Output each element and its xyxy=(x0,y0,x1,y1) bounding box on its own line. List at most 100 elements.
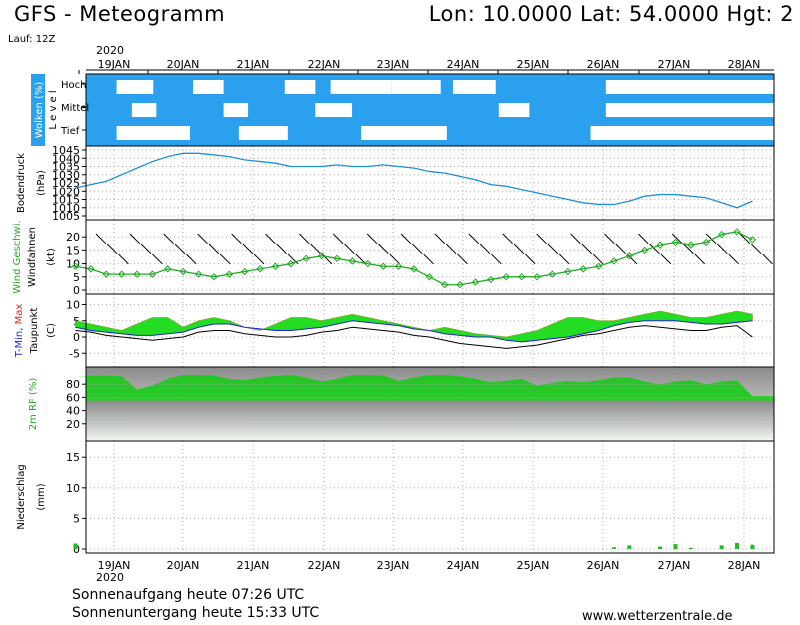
y-tick-label: 0 xyxy=(73,331,80,344)
wind-speed-point xyxy=(333,254,341,263)
y-tick-label: 80 xyxy=(66,378,80,391)
wind-barb xyxy=(163,233,174,245)
wind-speed-point xyxy=(594,262,603,270)
wind-speed-line xyxy=(75,231,753,286)
wind-barb xyxy=(513,243,525,255)
wind-speed-point xyxy=(579,265,587,273)
wind-barb xyxy=(265,233,276,245)
cloud-gap xyxy=(284,80,316,94)
precip-bar xyxy=(658,546,663,549)
wind-speed-point xyxy=(394,262,403,270)
wind-barb xyxy=(592,253,604,265)
wind-barb xyxy=(389,253,400,265)
model-run-label: Lauf: 12Z xyxy=(8,34,56,45)
wind-barb xyxy=(683,243,694,255)
wind-speed-point xyxy=(748,236,757,244)
cloud-label-bg xyxy=(31,74,45,146)
y-tick-label: 1005 xyxy=(52,210,80,223)
precip-bar xyxy=(73,543,78,549)
location-coordinates: Lon: 10.0000 Lat: 54.0000 Hgt: 2 xyxy=(428,2,794,26)
wind-speed-point xyxy=(225,270,234,278)
wind-barb xyxy=(118,253,129,265)
wind-speed-point xyxy=(625,251,634,260)
date-label-top: 22JAN xyxy=(308,58,341,71)
wind-barb xyxy=(457,253,468,265)
pressure-unit-group: (hPa) xyxy=(36,170,47,196)
wind-speed-point xyxy=(302,254,310,263)
cloud-gap xyxy=(116,126,190,140)
wind-barb xyxy=(660,253,672,265)
date-label-top: 19JAN xyxy=(98,58,131,71)
pressure-label-group: Bodendruck xyxy=(16,153,27,213)
cloud-panel-label: Wolken (%) xyxy=(34,82,45,139)
wind-barb xyxy=(638,233,649,245)
y-tick-label: 0 xyxy=(73,543,80,556)
pressure-unit: (hPa) xyxy=(36,170,47,196)
wind-speed-point xyxy=(164,265,172,273)
wind-label-group: Wind Geschwi. xyxy=(12,220,23,293)
level-side-label: L e v e l xyxy=(48,90,59,129)
wind-barb xyxy=(491,253,502,265)
wind-barb xyxy=(536,233,547,245)
cloud-label-group: Wolken (%) xyxy=(31,74,45,146)
y-tick-label: 5 xyxy=(73,512,80,525)
year-label-top: 2020 xyxy=(96,44,124,57)
wind-barb xyxy=(253,253,265,265)
date-label-bottom: 22JAN xyxy=(308,559,341,572)
wind-speed-point xyxy=(641,246,649,255)
y-tick-label: 5 xyxy=(73,271,80,284)
date-label-bottom: 19JAN xyxy=(98,559,131,572)
wind-barb xyxy=(378,243,389,255)
precip-bar xyxy=(673,544,678,549)
y-tick-label: 10 xyxy=(66,258,80,271)
cloud-gap xyxy=(666,126,800,140)
precip-bar xyxy=(735,542,740,549)
year-label-bottom: 2020 xyxy=(96,571,124,584)
wind-barb xyxy=(231,233,242,245)
wind-barb xyxy=(705,233,717,245)
y-tick-label: 15 xyxy=(66,451,80,464)
wind-speed-point xyxy=(271,262,280,270)
y-tick-label: 60 xyxy=(66,391,80,404)
cloud-gap xyxy=(223,103,249,117)
wind-barb xyxy=(525,253,536,265)
date-label-bottom: 21JAN xyxy=(237,559,270,572)
wind-barb xyxy=(728,253,739,265)
wind-speed-point xyxy=(241,267,249,276)
wind-barb xyxy=(694,253,706,265)
wind-speed-point xyxy=(348,257,357,265)
date-label-top: 24JAN xyxy=(447,58,480,71)
y-tick-label: 1035 xyxy=(52,161,80,174)
wind-unit: (kt) xyxy=(46,248,57,266)
wind-barb xyxy=(219,253,231,265)
wind-barb xyxy=(129,233,141,245)
tmin-line xyxy=(75,320,753,343)
y-tick-label: 1015 xyxy=(52,194,80,207)
wind-barb xyxy=(355,253,367,265)
y-tick-label: 1010 xyxy=(52,202,80,215)
windfahnen-label-group: Windfahnen xyxy=(27,227,38,287)
wind-barb xyxy=(671,233,683,245)
date-label-bottom: 26JAN xyxy=(587,559,620,572)
y-tick-label: 15 xyxy=(66,244,80,257)
precip-unit: (mm) xyxy=(36,483,47,510)
cloud-gap xyxy=(498,103,530,117)
precip-bar xyxy=(719,545,724,549)
cloud-level-label: Mittel xyxy=(61,103,89,114)
date-label-top: 27JAN xyxy=(658,58,691,71)
y-tick-label: 1030 xyxy=(52,169,80,182)
y-tick-label: -5 xyxy=(69,347,80,360)
wind-speed-point xyxy=(487,275,495,284)
wind-barb xyxy=(604,233,615,245)
cloud-gap xyxy=(452,80,496,94)
sunset-text: Sonnenuntergang heute 15:33 UTC xyxy=(72,605,320,621)
wind-speed-point xyxy=(287,259,295,268)
y-tick-label: 1020 xyxy=(52,185,80,198)
precip-unit-group: (mm) xyxy=(36,483,47,510)
precip-bar xyxy=(750,544,755,549)
date-label-bottom: 20JAN xyxy=(167,559,200,572)
temperature-unit: (C) xyxy=(46,323,57,338)
date-label-bottom: 25JAN xyxy=(517,559,550,572)
humidity-label-group: 2m RF (%) xyxy=(28,378,39,431)
